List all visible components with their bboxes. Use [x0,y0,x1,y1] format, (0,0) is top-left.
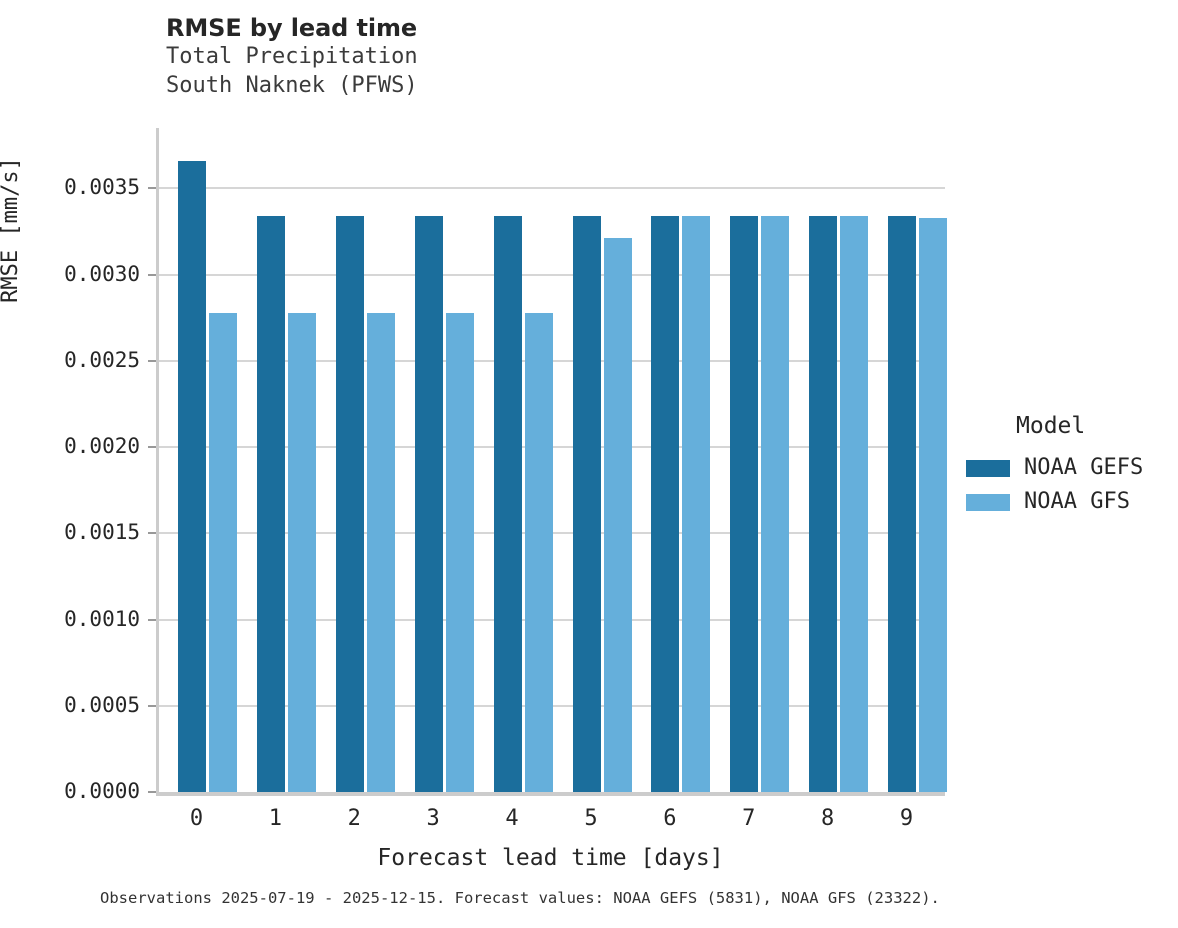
bar[interactable] [524,312,553,792]
bar-group [651,128,711,792]
legend-item-label: NOAA GEFS [1024,455,1144,480]
y-axis-tick-mark [148,187,156,190]
legend-item-label: NOAA GFS [1024,489,1130,514]
x-axis-tick-label: 7 [742,806,756,831]
legend-item[interactable]: NOAA GFS [966,486,1178,518]
x-axis-tick-label: 0 [189,806,204,831]
chart-subtitle-variable: Total Precipitation [166,44,418,69]
bar[interactable] [209,312,237,792]
x-axis-tick-label: 3 [426,806,440,831]
bar-group [335,128,395,792]
legend: Model NOAA GEFS NOAA GFS [966,412,1178,520]
bar-group [256,128,316,792]
bar-group [730,128,790,792]
bar[interactable] [287,312,316,792]
chart-caption: Observations 2025-07-19 - 2025-12-15. Fo… [100,889,940,907]
bar[interactable] [572,215,601,792]
y-axis-tick-mark [148,359,156,362]
bar-group [178,128,237,792]
x-axis-tick-label: 5 [584,806,598,831]
y-axis-tick-label: 0.0025 [64,347,140,372]
y-axis-tick-labels: 0.0000 0.0005 0.0010 0.0015 0.0020 0.0025 0.00… [0,128,140,802]
y-axis-tick-mark [148,618,156,621]
y-axis-tick-label: 0.0015 [64,520,140,545]
chart-subtitle-station: South Naknek (PFWS) [166,73,418,98]
bar[interactable] [414,215,443,792]
y-axis-title: RMSE [mm/s] [0,157,23,303]
x-axis-title: Forecast lead time [days] [377,845,724,871]
bar[interactable] [178,160,206,792]
bar[interactable] [682,215,711,792]
x-axis-tick-label: 8 [821,806,835,831]
x-axis-tick-label: 1 [268,806,282,831]
bar[interactable] [730,215,759,792]
y-axis-tick-mark [148,532,156,535]
y-axis-tick-mark [148,446,156,449]
legend-swatch-icon [966,459,1010,477]
bar[interactable] [603,238,632,792]
bar-group [414,128,474,792]
bar[interactable] [493,215,522,792]
bar[interactable] [809,215,838,792]
bar[interactable] [919,217,948,792]
y-axis-tick-mark [148,704,156,707]
bar[interactable] [335,215,364,792]
y-axis-tick-mark [148,791,156,793]
x-axis-tick-label: 6 [663,806,677,831]
bar[interactable] [761,215,790,792]
page-title: RMSE by lead time [166,14,418,42]
x-axis-tick-label: 4 [505,806,519,831]
gridline [159,187,945,190]
legend-title: Model [1016,413,1086,439]
bar[interactable] [445,312,474,792]
bar[interactable] [366,312,395,792]
bar[interactable] [651,215,680,792]
y-axis-tick-label: 0.0010 [64,606,140,631]
y-axis-tick-label: 0.0000 [64,779,140,803]
y-axis-tick-label: 0.0035 [64,175,140,200]
bar[interactable] [256,215,285,792]
title-block: RMSE by lead time Total Precipitation So… [166,14,926,100]
bar-group [809,128,869,792]
legend-swatch-icon [966,493,1010,511]
y-axis-tick-label: 0.0005 [64,692,140,717]
bar-group [493,128,553,792]
legend-entries: NOAA GEFS NOAA GFS [966,452,1178,518]
x-axis-tick-labels: 0 1 2 3 4 5 6 7 8 9 [156,806,945,840]
y-axis-tick-label: 0.0030 [64,261,140,286]
y-axis-tick-label: 0.0020 [64,434,140,459]
x-axis-tick-label: 9 [899,806,914,831]
y-axis-tick-mark [148,273,156,276]
plot-area [148,128,948,796]
gridline [159,273,945,276]
x-axis-line [156,792,945,796]
x-axis-tick-label: 2 [347,806,361,831]
bar[interactable] [888,215,917,792]
bar-group [572,128,632,792]
y-axis-line [156,128,159,792]
bar-group [888,128,948,792]
legend-item[interactable]: NOAA GEFS [966,452,1178,484]
bar[interactable] [840,215,869,792]
